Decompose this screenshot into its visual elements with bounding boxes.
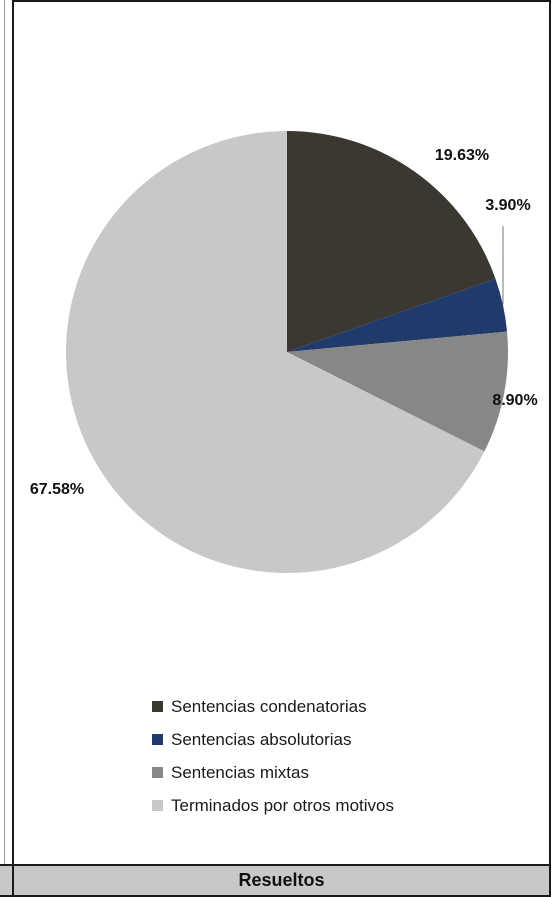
- legend-swatch: [152, 734, 163, 745]
- pie-slice: [287, 331, 508, 452]
- pie-slice: [287, 278, 508, 352]
- footer-header: Resueltos: [12, 864, 551, 897]
- left-border: [0, 0, 5, 864]
- legend-swatch: [152, 701, 163, 712]
- data-label: 3.90%: [485, 197, 530, 214]
- legend-label: Sentencias absolutorias: [171, 729, 352, 749]
- legend-item: Sentencias absolutorias: [152, 723, 394, 756]
- data-label: 19.63%: [435, 147, 489, 164]
- legend-label: Terminados por otros motivos: [171, 795, 394, 815]
- legend-swatch: [152, 800, 163, 811]
- pie-slice: [65, 131, 485, 573]
- legend-item: Sentencias condenatorias: [152, 690, 394, 723]
- data-label: 67.58%: [30, 481, 84, 498]
- legend-item: Sentencias mixtas: [152, 756, 394, 789]
- footer-title: Resueltos: [238, 870, 325, 890]
- legend-swatch: [152, 767, 163, 778]
- pie-chart: 19.63% 3.90% 8.90% 67.58%: [30, 131, 538, 573]
- pie-slice: [287, 131, 496, 352]
- legend: Sentencias condenatorias Sentencias abso…: [152, 690, 394, 822]
- legend-item: Terminados por otros motivos: [152, 789, 394, 822]
- legend-label: Sentencias condenatorias: [171, 696, 367, 716]
- chart-frame: [12, 0, 551, 864]
- data-label: 8.90%: [492, 392, 537, 409]
- legend-label: Sentencias mixtas: [171, 762, 309, 782]
- footer-left-cell: [0, 864, 12, 897]
